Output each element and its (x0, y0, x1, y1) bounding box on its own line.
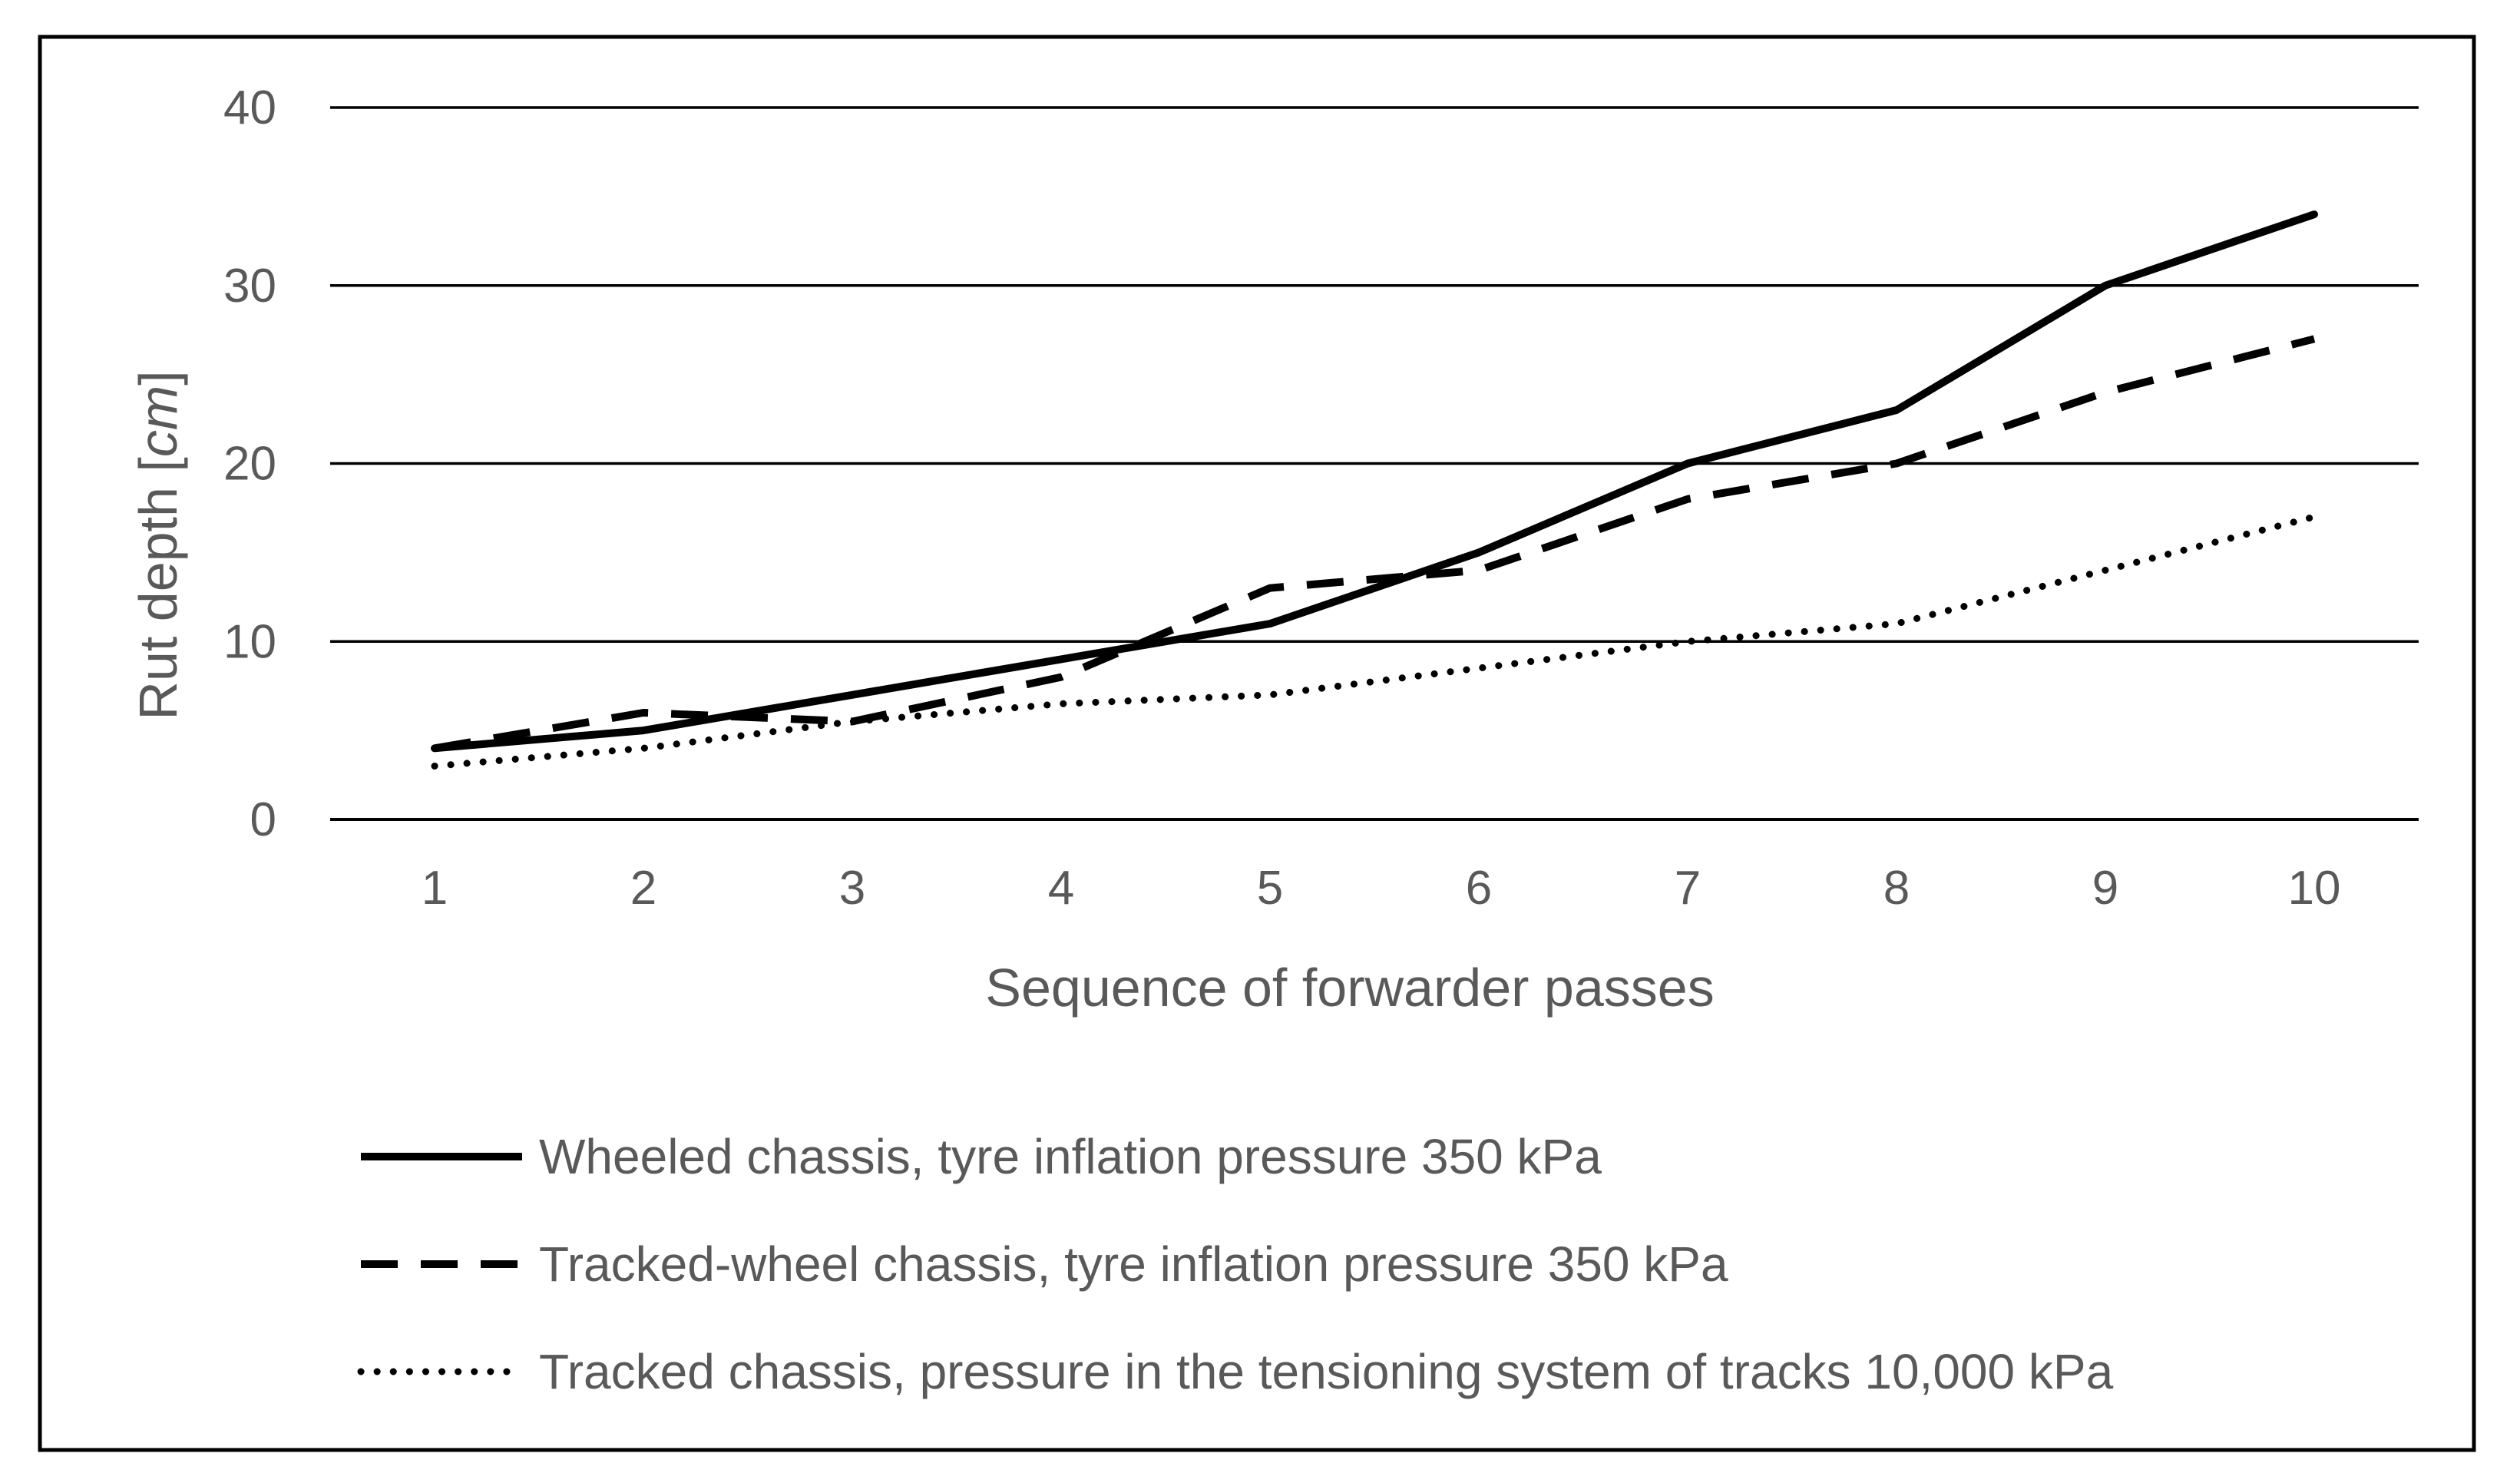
y-axis-title-unit: cm (128, 386, 188, 457)
y-axis-tick-labels: 0 10 20 30 40 (223, 81, 276, 846)
x-tick-label: 9 (2092, 862, 2118, 915)
x-axis-tick-labels: 1 2 3 4 5 6 7 8 9 10 (422, 862, 2341, 915)
series-line-dashed (434, 335, 2316, 753)
x-tick-label: 1 (422, 862, 448, 915)
legend: Wheeled chassis, tyre inflation pressure… (357, 1129, 2114, 1399)
x-tick-label: 3 (839, 862, 865, 915)
x-axis-title: Sequence of forwarder passes (985, 958, 1714, 1018)
x-tick-label: 10 (2288, 862, 2341, 915)
x-tick-label: 6 (1466, 862, 1492, 915)
legend-label: Tracked chassis, pressure in the tension… (539, 1344, 2114, 1399)
legend-label: Tracked-wheel chassis, tyre inflation pr… (539, 1236, 1728, 1292)
series-line-solid (431, 210, 2318, 753)
x-tick-label: 4 (1048, 862, 1074, 915)
x-tick-label: 5 (1257, 862, 1283, 915)
x-tick-label: 8 (1883, 862, 1910, 915)
grid-lines (330, 106, 2419, 821)
y-axis-title-main: Rut depth [ (128, 457, 188, 720)
y-axis-title-close: ] (128, 370, 188, 385)
y-tick-label: 0 (250, 793, 276, 846)
y-tick-label: 10 (223, 615, 276, 668)
y-tick-label: 30 (223, 260, 276, 313)
y-axis-title: Rut depth [cm] (128, 370, 188, 720)
y-tick-label: 40 (223, 81, 276, 134)
x-tick-label: 2 (630, 862, 656, 915)
series-lines (431, 210, 2318, 770)
legend-label: Wheeled chassis, tyre inflation pressure… (539, 1129, 1602, 1184)
y-tick-label: 20 (223, 438, 276, 491)
x-tick-label: 7 (1675, 862, 1701, 915)
